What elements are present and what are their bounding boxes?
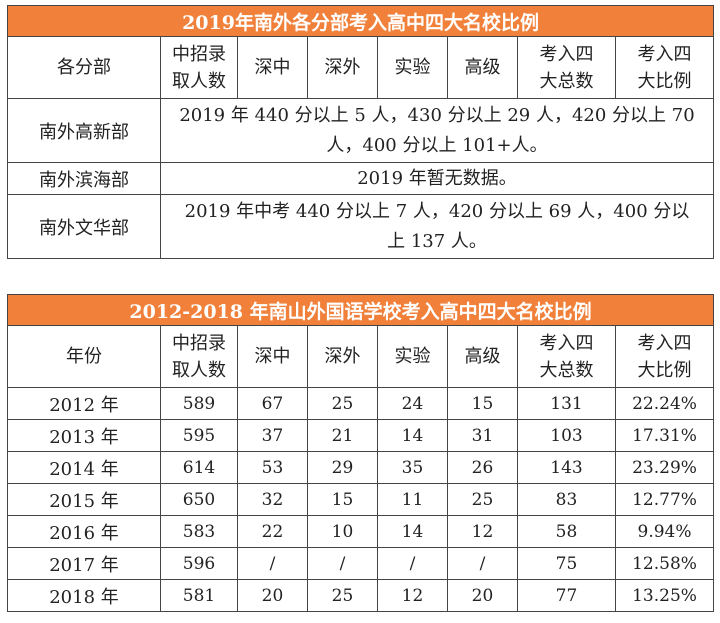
shiyan-cell: /	[377, 547, 448, 580]
table-row: 南外文华部 2019 年中考 440 分以上 7 人，420 分以上 69 人，…	[7, 194, 715, 259]
table-2012-2018: 2012-2018 年南山外国语学校考入高中四大名校比例 年份 中招录 取人数 深…	[6, 294, 715, 612]
enroll-cell: 583	[160, 515, 238, 548]
ratio-cell: 13.25%	[614, 579, 715, 612]
header-shiyan: 实验	[377, 325, 448, 388]
gaoji-cell: /	[447, 547, 518, 580]
header-shenzhong: 深中	[237, 325, 308, 388]
year-cell: 2018 年	[7, 579, 161, 612]
enroll-cell: 596	[160, 547, 238, 580]
gaoji-cell: 20	[447, 579, 518, 612]
header-enroll: 中招录 取人数	[160, 325, 238, 388]
table-row: 2016 年 583 22 10 14 12 58 9.94%	[7, 515, 715, 548]
total-cell: 58	[517, 515, 616, 548]
shenwai-cell: 25	[307, 387, 378, 420]
ratio-cell: 23.29%	[614, 451, 715, 484]
shiyan-cell: 12	[377, 579, 448, 612]
table-title: 2019年南外各分部考入高中四大名校比例	[6, 5, 715, 37]
header-ratio: 考入四 大比例	[614, 36, 715, 99]
shiyan-cell: 14	[377, 419, 448, 452]
table-row: 2015 年 650 32 15 11 25 83 12.77%	[7, 483, 715, 516]
enroll-cell: 614	[160, 451, 238, 484]
shiyan-cell: 11	[377, 483, 448, 516]
table-row: 南外滨海部 2019 年暂无数据。	[7, 162, 715, 195]
shenwai-cell: /	[307, 547, 378, 580]
shenzhong-cell: 20	[237, 579, 308, 612]
total-cell: 131	[517, 387, 616, 420]
table-row: 2014 年 614 53 29 35 26 143 23.29%	[7, 451, 715, 484]
branch-note: 2019 年中考 440 分以上 7 人，420 分以上 69 人，400 分以…	[159, 194, 715, 259]
table-title: 2012-2018 年南山外国语学校考入高中四大名校比例	[6, 294, 715, 326]
total-cell: 83	[517, 483, 616, 516]
shenwai-cell: 15	[307, 483, 378, 516]
shenwai-cell: 10	[307, 515, 378, 548]
header-ratio: 考入四 大比例	[614, 325, 715, 388]
table-row: 2018 年 581 20 25 12 20 77 13.25%	[7, 579, 715, 612]
header-shiyan: 实验	[377, 36, 448, 99]
ratio-cell: 12.58%	[614, 547, 715, 580]
year-cell: 2015 年	[7, 483, 161, 516]
year-cell: 2017 年	[7, 547, 161, 580]
header-gaoji: 高级	[447, 325, 518, 388]
total-cell: 75	[517, 547, 616, 580]
table-row: 2017 年 596// //75 12.58%	[7, 547, 715, 580]
header-row: 各分部 中招录 取人数 深中 深外 实验 高级 考入四 大总数 考入四 大比例	[7, 36, 715, 99]
total-cell: 143	[517, 451, 616, 484]
year-cell: 2016 年	[7, 515, 161, 548]
header-branch: 各分部	[7, 36, 161, 99]
shenzhong-cell: 22	[237, 515, 308, 548]
table-2019-branches: 2019年南外各分部考入高中四大名校比例 各分部 中招录 取人数 深中 深外 实验…	[6, 5, 715, 259]
year-cell: 2012 年	[7, 387, 161, 420]
gaoji-cell: 12	[447, 515, 518, 548]
shenzhong-cell: /	[237, 547, 308, 580]
shenwai-cell: 29	[307, 451, 378, 484]
header-total: 考入四 大总数	[517, 325, 616, 388]
shiyan-cell: 35	[377, 451, 448, 484]
ratio-cell: 12.77%	[614, 483, 715, 516]
header-row: 年份 中招录 取人数 深中 深外 实验 高级 考入四 大总数 考入四 大比例	[7, 325, 715, 388]
ratio-cell: 17.31%	[614, 419, 715, 452]
header-gaoji: 高级	[447, 36, 518, 99]
shenzhong-cell: 32	[237, 483, 308, 516]
shenzhong-cell: 53	[237, 451, 308, 484]
ratio-cell: 22.24%	[614, 387, 715, 420]
gaoji-cell: 26	[447, 451, 518, 484]
enroll-cell: 589	[160, 387, 238, 420]
total-cell: 77	[517, 579, 616, 612]
enroll-cell: 581	[160, 579, 238, 612]
shenwai-cell: 25	[307, 579, 378, 612]
total-cell: 103	[517, 419, 616, 452]
shiyan-cell: 24	[377, 387, 448, 420]
table-row: 2012 年 589 67 25 24 15 131 22.24%	[7, 387, 715, 420]
table-row: 南外高新部 2019 年 440 分以上 5 人，430 分以上 29 人，42…	[7, 98, 715, 163]
enroll-cell: 650	[160, 483, 238, 516]
header-enroll: 中招录 取人数	[160, 36, 238, 99]
ratio-cell: 9.94%	[614, 515, 715, 548]
shenzhong-cell: 37	[237, 419, 308, 452]
gaoji-cell: 15	[447, 387, 518, 420]
branch-note: 2019 年 440 分以上 5 人，430 分以上 29 人，420 分以上 …	[159, 98, 715, 163]
shenwai-cell: 21	[307, 419, 378, 452]
header-shenzhong: 深中	[237, 36, 308, 99]
branch-note: 2019 年暂无数据。	[159, 162, 715, 195]
shiyan-cell: 14	[377, 515, 448, 548]
table-row: 2013 年 595 37 21 14 31 103 17.31%	[7, 419, 715, 452]
header-shenwai: 深外	[307, 325, 378, 388]
year-cell: 2014 年	[7, 451, 161, 484]
gaoji-cell: 31	[447, 419, 518, 452]
header-year: 年份	[7, 325, 161, 388]
header-total: 考入四 大总数	[517, 36, 616, 99]
branch-name: 南外文华部	[7, 194, 161, 259]
table-body: 2012 年 589 67 25 24 15 131 22.24% 2013 年 595 37 21 1…	[7, 387, 715, 612]
gaoji-cell: 25	[447, 483, 518, 516]
shenzhong-cell: 67	[237, 387, 308, 420]
branch-name: 南外高新部	[7, 98, 161, 163]
branch-name: 南外滨海部	[7, 162, 161, 195]
enroll-cell: 595	[160, 419, 238, 452]
year-cell: 2013 年	[7, 419, 161, 452]
header-shenwai: 深外	[307, 36, 378, 99]
